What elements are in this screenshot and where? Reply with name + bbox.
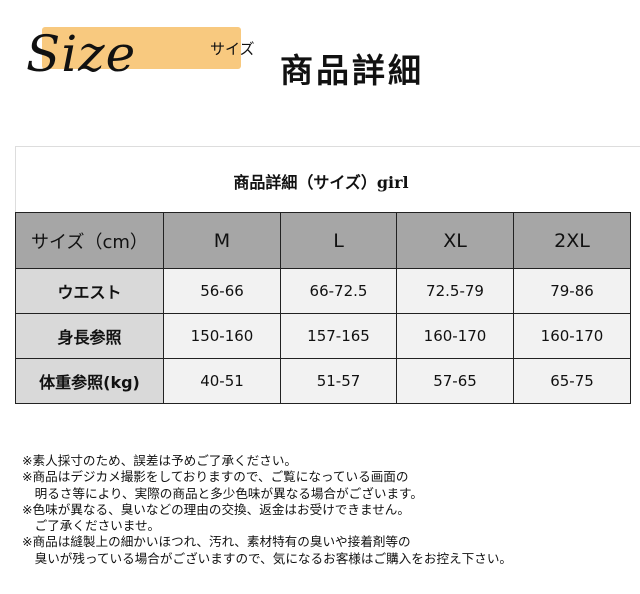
row-label: 体重参照(kg): [15, 358, 164, 404]
note-line: 明るさ等により、実際の商品と多少色味が異なる場合がございます。: [22, 485, 423, 501]
table-cell: 160-170: [396, 313, 514, 359]
note-line: ※色味が異なる、臭いなどの理由の交換、返金はお受けできません。: [22, 501, 410, 517]
table-cell: 72.5-79: [396, 268, 514, 314]
table-row: ウエスト 56-66 66-72.5 72.5-79 79-86: [15, 268, 631, 314]
note-line: 臭いが残っている場合がございますので、気になるお客様はご購入をお控え下さい。: [22, 550, 513, 566]
table-cell: 150-160: [163, 313, 281, 359]
table-row: 身長参照 150-160 157-165 160-170 160-170: [15, 313, 631, 359]
column-header: L: [280, 212, 397, 269]
title-highlight: [42, 27, 241, 69]
note-line: ご了承くださいませ。: [22, 518, 161, 534]
table-cell: 157-165: [280, 313, 397, 359]
row-label: 身長参照: [15, 313, 164, 359]
column-header: XL: [396, 212, 514, 269]
table-cell: 65-75: [513, 358, 631, 404]
table-caption: 商品詳細（サイズ）girl: [233, 173, 409, 192]
size-subtitle: サイズ: [210, 40, 255, 58]
table-cell: 57-65: [396, 358, 514, 404]
column-header: サイズ（cm）: [15, 212, 164, 269]
notes: ※素人採寸のため、誤差は予めご了承ください。 ※商品はデジカメ撮影をしておりますの…: [22, 453, 512, 567]
table-cell: 56-66: [163, 268, 281, 314]
table-cell: 79-86: [513, 268, 631, 314]
table-header-row: サイズ（cm） M L XL 2XL: [15, 212, 631, 269]
table-cell: 66-72.5: [280, 268, 397, 314]
note-line: ※商品はデジカメ撮影をしておりますので、ご覧になっている画面の: [22, 469, 409, 485]
table-row: 体重参照(kg) 40-51 51-57 57-65 65-75: [15, 358, 631, 404]
row-label: ウエスト: [15, 268, 164, 314]
note-line: ※素人採寸のため、誤差は予めご了承ください。: [22, 453, 298, 468]
page-title: 商品詳細: [280, 51, 424, 90]
column-header: M: [163, 212, 281, 269]
size-table: サイズ（cm） M L XL 2XL ウエスト 56-66 66-72.5 72…: [15, 212, 631, 404]
size-logo: Size: [26, 25, 137, 83]
table-cell: 160-170: [513, 313, 631, 359]
column-header: 2XL: [513, 212, 631, 269]
table-cell: 51-57: [280, 358, 397, 404]
caption-box: 商品詳細（サイズ）girl: [15, 146, 640, 213]
note-line: ※商品は縫製上の細かいほつれ、汚れ、素材特有の臭いや接着剤等の: [22, 534, 411, 550]
table-cell: 40-51: [163, 358, 281, 404]
